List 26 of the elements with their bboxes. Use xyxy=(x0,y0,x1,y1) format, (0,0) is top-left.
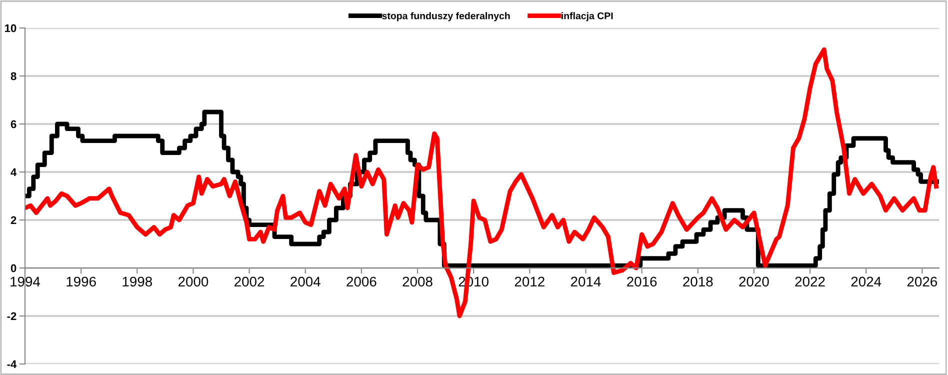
x-tick-label: 2008 xyxy=(402,276,432,287)
x-tick-label: 1998 xyxy=(122,276,152,287)
y-tick-label: -2 xyxy=(7,312,16,320)
x-tick-label: 2020 xyxy=(739,276,769,287)
x-tick-label: 2014 xyxy=(570,276,601,287)
y-tick-label: -4 xyxy=(7,360,17,368)
x-tick-label: 2000 xyxy=(178,276,208,287)
x-tick-label: 2004 xyxy=(290,276,320,287)
x-tick-label: 2002 xyxy=(234,276,264,287)
x-tick-label: 2016 xyxy=(627,276,657,287)
legend-label: inflacja CPI xyxy=(562,12,613,22)
y-tick-label: 6 xyxy=(10,120,16,128)
y-tick-label: 2 xyxy=(10,216,16,224)
x-tick-label: 2012 xyxy=(514,276,544,287)
x-tick-label: 2026 xyxy=(907,276,938,287)
x-tick-label: 2022 xyxy=(795,276,825,287)
x-tick-label: 2024 xyxy=(851,276,882,287)
x-tick-label: 1996 xyxy=(66,276,96,287)
y-tick-label: 10 xyxy=(5,24,16,32)
x-tick-label: 2018 xyxy=(683,276,713,287)
legend-label: stopa funduszy federalnych xyxy=(382,12,510,22)
y-tick-label: 0 xyxy=(10,264,16,272)
y-tick-label: 8 xyxy=(10,72,16,80)
y-tick-label: 4 xyxy=(10,168,17,176)
x-tick-label: 1994 xyxy=(10,276,40,287)
x-tick-label: 2006 xyxy=(346,276,376,287)
